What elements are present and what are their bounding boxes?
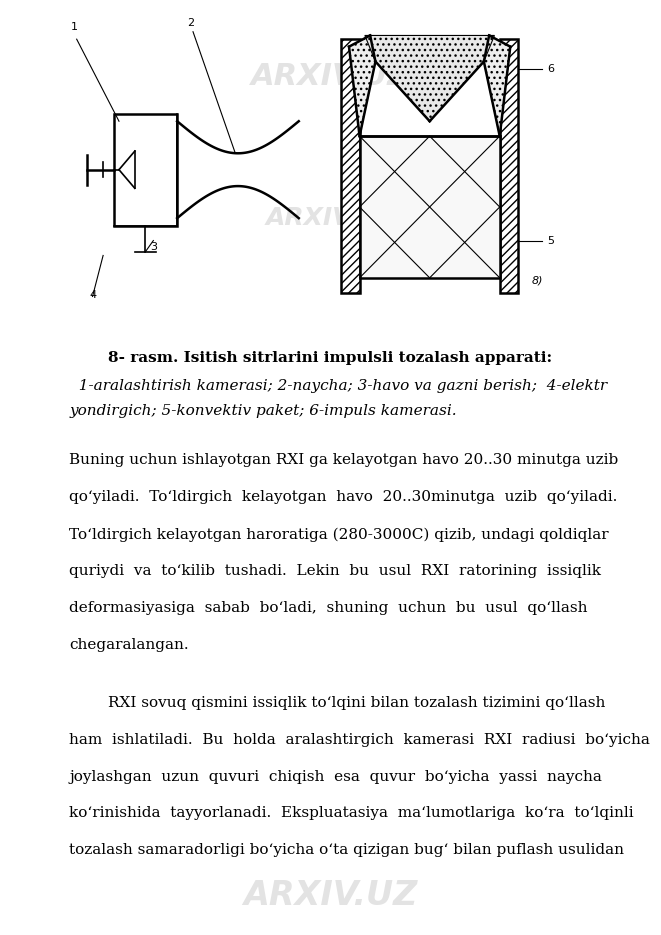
Text: 3: 3 xyxy=(150,241,157,252)
Text: ARXIV.UZ: ARXIV.UZ xyxy=(243,879,418,912)
Text: 2: 2 xyxy=(187,18,194,28)
Text: 1-aralashtirish kamerasi; 2-naycha; 3-havo va gazni berish;  4-elektr: 1-aralashtirish kamerasi; 2-naycha; 3-ha… xyxy=(69,379,607,393)
Text: ko‘rinishida  tayyorlanadi.  Ekspluatasiya  ma‘lumotlariga  ko‘ra  to‘lqinli: ko‘rinishida tayyorlanadi. Ekspluatasiya… xyxy=(69,806,634,820)
Text: ham  ishlatiladi.  Bu  holda  aralashtirgich  kamerasi  RXI  radiusi  bo‘yicha: ham ishlatiladi. Bu holda aralashtirgich… xyxy=(69,733,650,746)
Text: 6: 6 xyxy=(547,64,555,74)
Polygon shape xyxy=(349,36,375,137)
Text: To‘ldirgich kelayotgan haroratiga (280-3000C) qizib, undagi qoldiqlar: To‘ldirgich kelayotgan haroratiga (280-3… xyxy=(69,527,609,541)
Bar xyxy=(341,39,360,293)
Text: ARXIV.UZ: ARXIV.UZ xyxy=(265,206,396,230)
Polygon shape xyxy=(484,36,510,137)
Polygon shape xyxy=(365,36,494,122)
Text: 4: 4 xyxy=(89,290,96,300)
Text: 1: 1 xyxy=(71,22,77,32)
Text: Buning uchun ishlayotgan RXI ga kelayotgan havo 20..30 minutga uzib: Buning uchun ishlayotgan RXI ga kelayotg… xyxy=(69,453,619,468)
Text: tozalash samaradorligi bo‘yicha o‘ta qizigan bug‘ bilan puflash usulidan: tozalash samaradorligi bo‘yicha o‘ta qiz… xyxy=(69,843,625,857)
Text: 8- rasm. Isitish sitrlarini impulsli tozalash apparati:: 8- rasm. Isitish sitrlarini impulsli toz… xyxy=(108,351,553,365)
Bar xyxy=(114,114,177,225)
Bar xyxy=(360,137,500,278)
Bar xyxy=(500,39,518,293)
Text: joylashgan  uzun  quvuri  chiqish  esa  quvur  bo‘yicha  yassi  naycha: joylashgan uzun quvuri chiqish esa quvur… xyxy=(69,770,602,784)
Text: RXI sovuq qismini issiqlik to‘lqini bilan tozalash tizimini qo‘llash: RXI sovuq qismini issiqlik to‘lqini bila… xyxy=(69,696,605,710)
Text: quriydi  va  to‘kilib  tushadi.  Lekin  bu  usul  RXI  ratorining  issiqlik: quriydi va to‘kilib tushadi. Lekin bu us… xyxy=(69,564,602,578)
Text: 8): 8) xyxy=(531,275,543,285)
Text: qo‘yiladi.  To‘ldirgich  kelayotgan  havo  20..30minutga  uzib  qo‘yiladi.: qo‘yiladi. To‘ldirgich kelayotgan havo 2… xyxy=(69,490,618,504)
Text: 5: 5 xyxy=(547,236,555,246)
Text: chegaralangan.: chegaralangan. xyxy=(69,638,189,652)
Text: deformasiyasiga  sabab  bo‘ladi,  shuning  uchun  bu  usul  qo‘llash: deformasiyasiga sabab bo‘ladi, shuning u… xyxy=(69,601,588,615)
Text: ARXIV.UZ: ARXIV.UZ xyxy=(251,62,410,91)
Text: yondirgich; 5-konvektiv paket; 6-impuls kamerasi.: yondirgich; 5-konvektiv paket; 6-impuls … xyxy=(69,404,457,418)
